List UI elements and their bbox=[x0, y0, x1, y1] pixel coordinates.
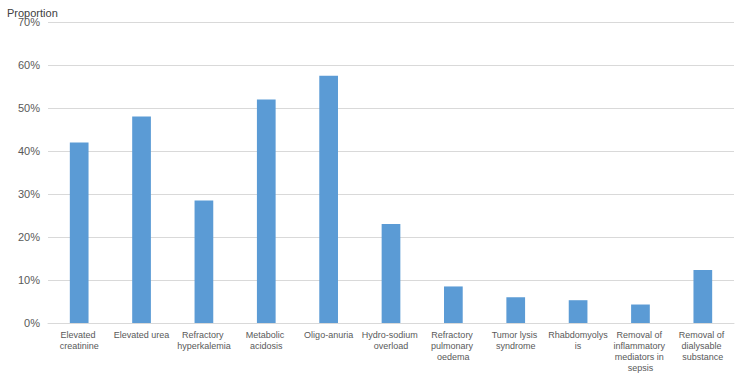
svg-text:Refractory: Refractory bbox=[182, 330, 226, 340]
svg-text:10%: 10% bbox=[18, 274, 40, 286]
svg-text:Removal of: Removal of bbox=[616, 330, 664, 340]
svg-text:Removal of: Removal of bbox=[679, 330, 727, 340]
svg-text:60%: 60% bbox=[18, 59, 40, 71]
svg-text:50%: 50% bbox=[18, 102, 40, 114]
svg-text:70%: 70% bbox=[18, 16, 40, 28]
svg-text:sepsis: sepsis bbox=[628, 363, 654, 373]
svg-text:inflammatory: inflammatory bbox=[613, 341, 667, 351]
svg-text:creatinine: creatinine bbox=[60, 341, 99, 351]
svg-text:Metabolic: Metabolic bbox=[246, 330, 287, 340]
svg-text:20%: 20% bbox=[18, 231, 40, 243]
svg-text:pulmonary: pulmonary bbox=[431, 341, 476, 351]
svg-text:is: is bbox=[575, 341, 582, 351]
svg-text:oedema: oedema bbox=[437, 352, 470, 362]
svg-text:Tumor lysis: Tumor lysis bbox=[492, 330, 540, 340]
svg-text:30%: 30% bbox=[18, 188, 40, 200]
svg-text:dialysable: dialysable bbox=[682, 341, 725, 351]
svg-text:Elevated: Elevated bbox=[60, 330, 98, 340]
svg-text:Rhabdomyolys: Rhabdomyolys bbox=[548, 330, 608, 340]
svg-text:Proportion: Proportion bbox=[7, 7, 58, 19]
svg-text:0%: 0% bbox=[24, 317, 40, 329]
svg-text:hyperkalemia: hyperkalemia bbox=[177, 341, 231, 351]
svg-text:overload: overload bbox=[374, 341, 409, 351]
svg-text:Elevated urea: Elevated urea bbox=[114, 330, 170, 340]
svg-text:acidosis: acidosis bbox=[250, 341, 283, 351]
svg-text:Hydro-sodium: Hydro-sodium bbox=[362, 330, 421, 340]
svg-text:Oligo-anuria: Oligo-anuria bbox=[304, 330, 353, 340]
svg-text:syndrome: syndrome bbox=[496, 341, 536, 351]
svg-text:mediators in: mediators in bbox=[615, 352, 667, 362]
svg-text:40%: 40% bbox=[18, 145, 40, 157]
svg-text:Refractory: Refractory bbox=[431, 330, 475, 340]
svg-text:substance: substance bbox=[682, 352, 723, 362]
